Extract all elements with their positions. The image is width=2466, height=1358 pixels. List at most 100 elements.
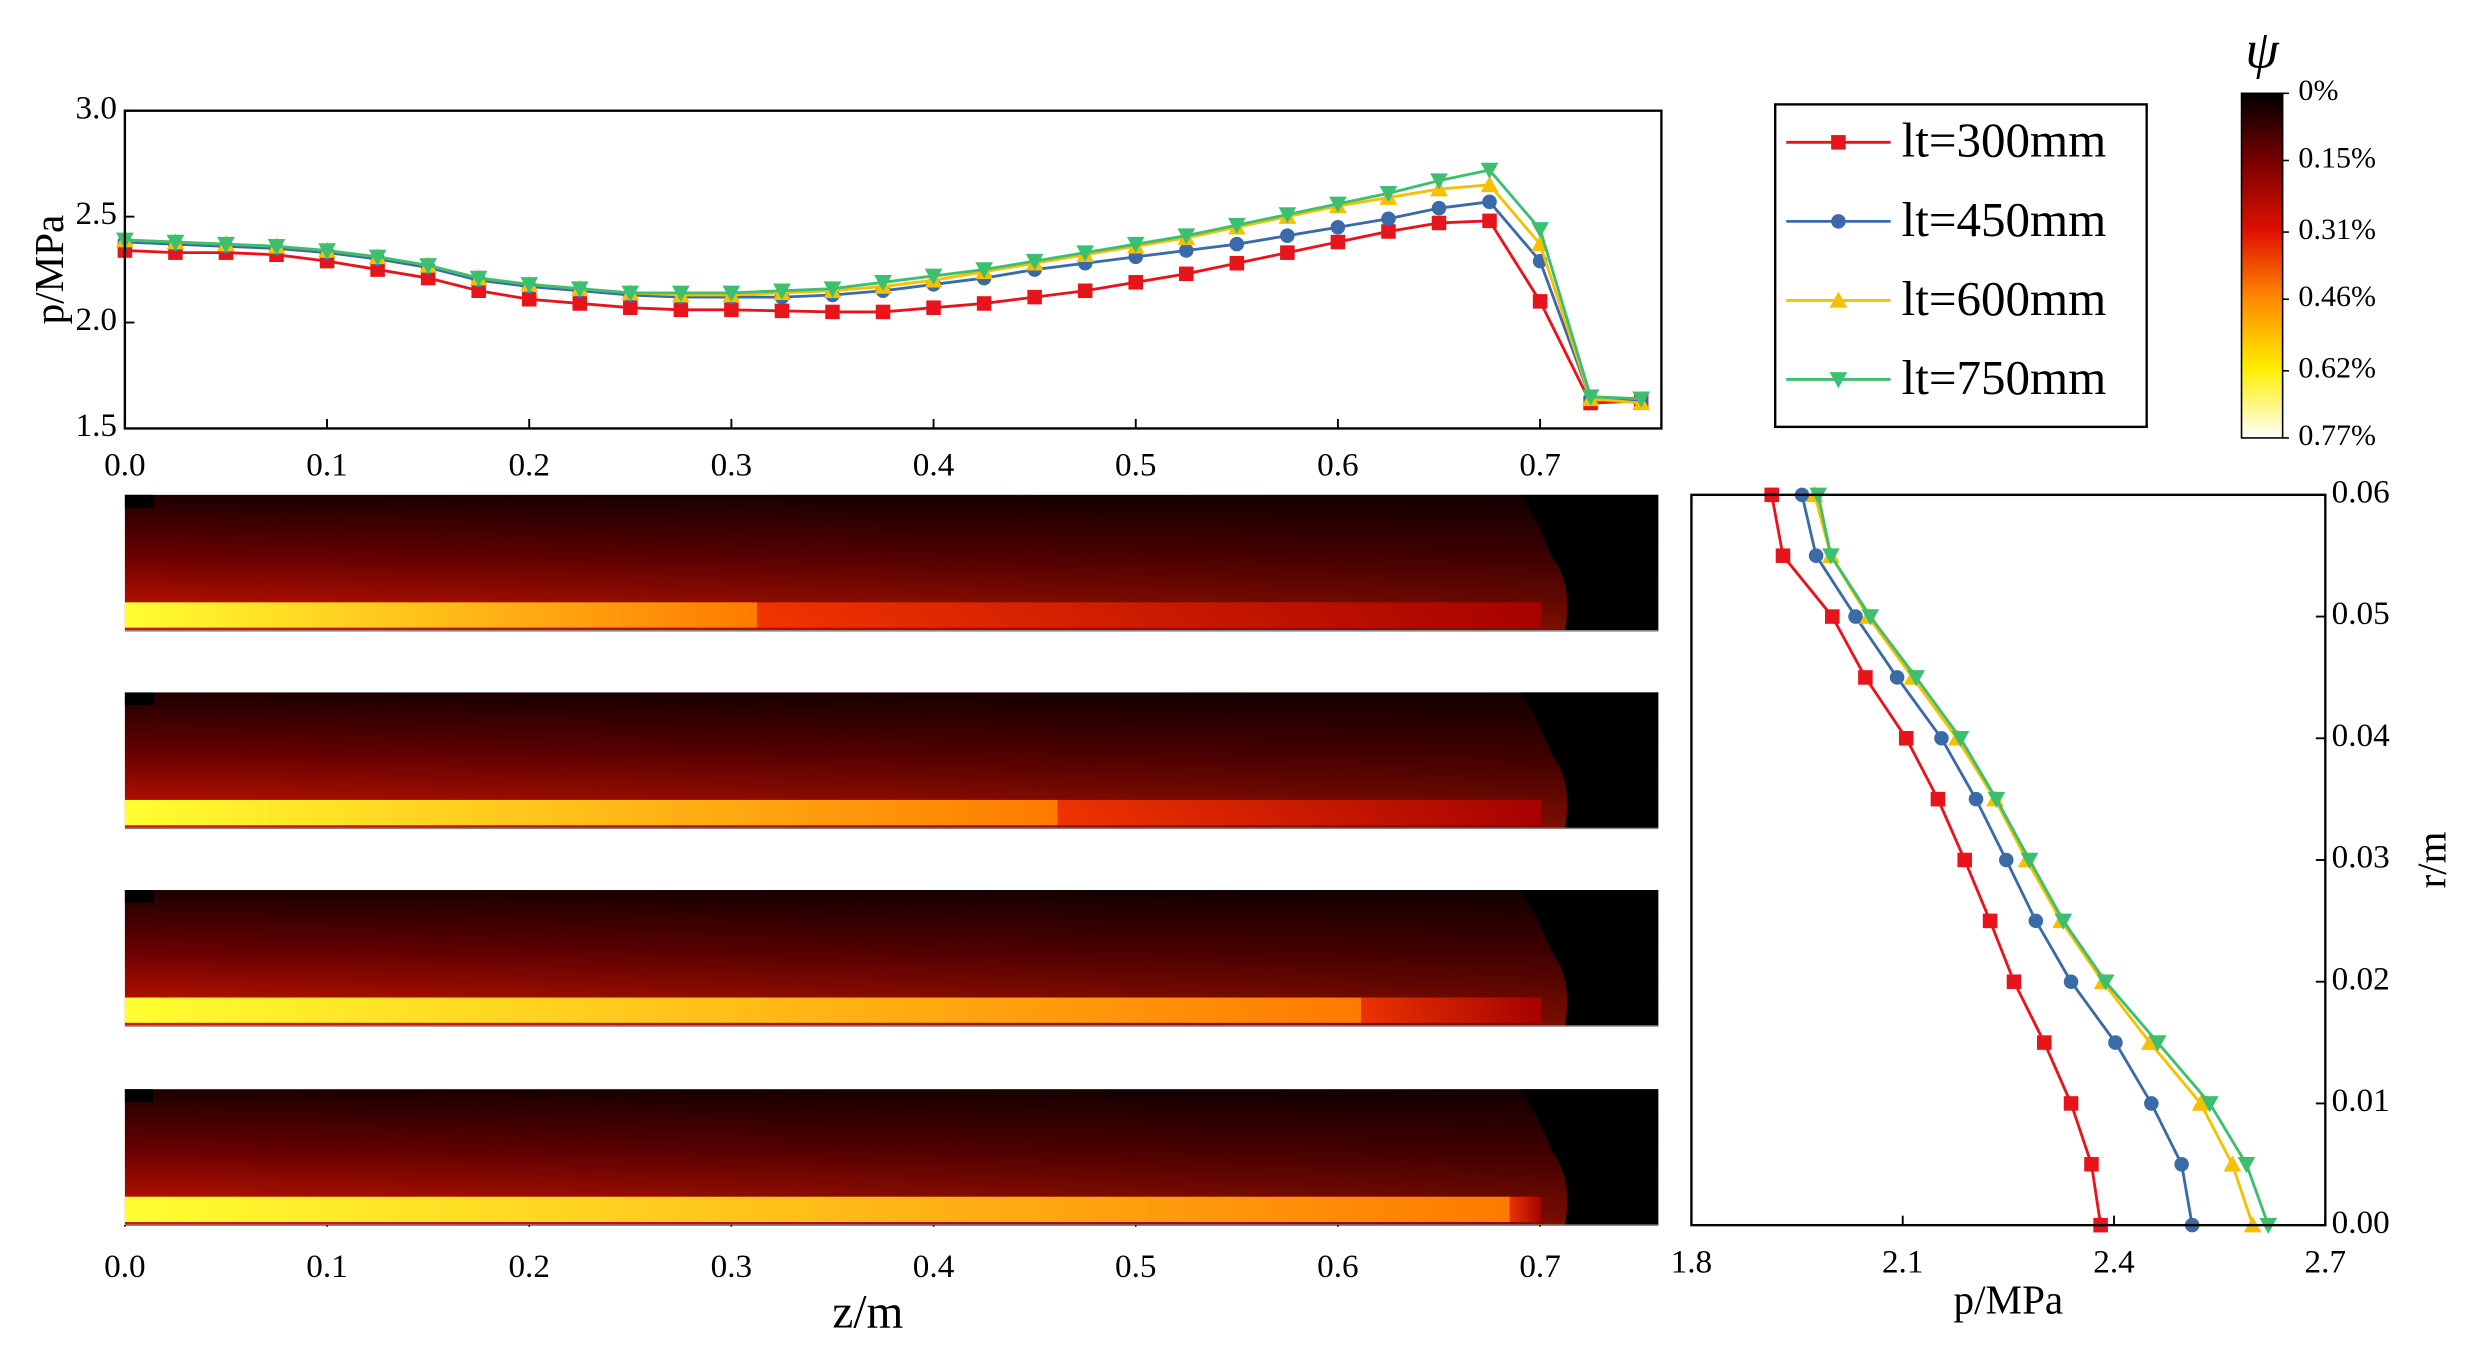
marker	[976, 296, 992, 311]
legend-label: lt=600mm	[1902, 271, 2107, 326]
marker	[825, 304, 840, 320]
marker	[2200, 1096, 2219, 1113]
y-tick-label: 0.01	[2332, 1082, 2390, 1119]
marker	[419, 258, 437, 275]
marker	[1431, 215, 1447, 231]
marker	[1227, 217, 1246, 234]
marker	[1128, 275, 1144, 290]
marker	[469, 270, 488, 287]
x-tick-label: 0.3	[711, 447, 752, 484]
marker	[370, 262, 385, 277]
y-tick-label: 2.0	[75, 301, 116, 338]
marker	[2108, 1035, 2123, 1050]
marker	[623, 300, 638, 315]
colorbar-tick-label: 0.62%	[2298, 352, 2376, 385]
marker	[2063, 1096, 2079, 1111]
y-axis-label: p/MPa	[26, 215, 72, 325]
marker	[1329, 196, 1347, 213]
y-tick-label: 2.5	[75, 195, 116, 232]
marker	[1381, 224, 1396, 239]
marker	[2006, 974, 2022, 989]
marker	[1822, 548, 1840, 565]
marker	[1898, 731, 1914, 746]
marker	[1531, 222, 1549, 239]
marker	[1982, 913, 1998, 929]
legend-marker	[1831, 214, 1846, 229]
x-tick-label: 0.5	[1115, 1248, 1156, 1285]
colorbar-tick-label: 0.46%	[2298, 280, 2376, 313]
marker	[1957, 852, 1972, 868]
marker	[2141, 1033, 2159, 1050]
marker	[2054, 913, 2073, 930]
marker	[2028, 913, 2044, 929]
marker	[1889, 670, 1905, 685]
after-tube	[1057, 799, 1542, 826]
marker	[1431, 200, 1447, 216]
marker	[1632, 391, 1651, 408]
marker	[521, 291, 537, 307]
marker	[1848, 609, 1863, 624]
x-tick-label: 0.4	[913, 1248, 955, 1285]
marker	[1480, 162, 1499, 179]
marker	[1907, 670, 1925, 687]
marker	[2144, 1096, 2159, 1111]
x-tick-label: 0.3	[711, 1248, 752, 1285]
marker	[1381, 211, 1396, 227]
marker	[1861, 609, 1880, 626]
marker	[1179, 243, 1194, 258]
x-tick-label: 0.6	[1317, 1248, 1358, 1285]
marker	[471, 283, 486, 299]
colorbar-tick-label: 0.15%	[2298, 141, 2376, 174]
marker	[2174, 1157, 2189, 1172]
marker	[1825, 609, 1840, 624]
series-line	[1770, 494, 2103, 1226]
marker	[1278, 207, 1297, 224]
marker	[1532, 294, 1548, 309]
marker	[2084, 1157, 2099, 1172]
tube-core	[124, 997, 1362, 1023]
marker	[572, 296, 588, 311]
x-tick-label: 0.2	[508, 447, 549, 484]
marker	[217, 236, 235, 254]
marker	[1280, 228, 1295, 243]
after-tube	[1509, 1196, 1542, 1222]
legend-label: lt=300mm	[1902, 113, 2107, 168]
marker	[823, 281, 842, 298]
marker	[1379, 186, 1398, 203]
x-tick-label: 0.0	[104, 447, 145, 484]
marker	[1077, 283, 1093, 299]
marker	[773, 283, 791, 300]
colorbar-tick-label: 0.31%	[2298, 213, 2376, 246]
legend-marker	[1831, 135, 1846, 150]
x-tick-label: 0.6	[1317, 447, 1358, 484]
outlet-region	[1520, 890, 1659, 1026]
marker	[926, 300, 941, 315]
x-tick-label: 0.1	[306, 447, 347, 484]
marker	[1482, 194, 1497, 210]
marker	[1330, 234, 1346, 250]
legend-label: lt=450mm	[1902, 192, 2107, 247]
outlet-region	[1520, 692, 1659, 829]
marker	[520, 277, 539, 294]
marker	[2223, 1155, 2242, 1172]
marker	[1330, 219, 1346, 235]
y-axis-label: r/m	[2408, 831, 2454, 888]
marker	[1581, 389, 1600, 406]
marker	[570, 281, 589, 298]
marker	[1430, 173, 1448, 190]
corner	[124, 494, 154, 508]
y-tick-label: 0.05	[2332, 595, 2390, 632]
tube-core	[124, 1196, 1510, 1222]
marker	[774, 303, 790, 319]
y-tick-label: 1.5	[75, 407, 116, 444]
legend-label: lt=750mm	[1902, 350, 2107, 405]
x-tick-label: 0.7	[1519, 447, 1560, 484]
x-tick-label: 2.1	[1882, 1243, 1923, 1280]
marker	[724, 302, 739, 318]
x-tick-label: 0.5	[1115, 447, 1156, 484]
marker	[2020, 852, 2039, 869]
marker	[924, 268, 943, 285]
marker	[1076, 245, 1095, 262]
marker	[1179, 266, 1194, 282]
marker	[2037, 1035, 2052, 1050]
